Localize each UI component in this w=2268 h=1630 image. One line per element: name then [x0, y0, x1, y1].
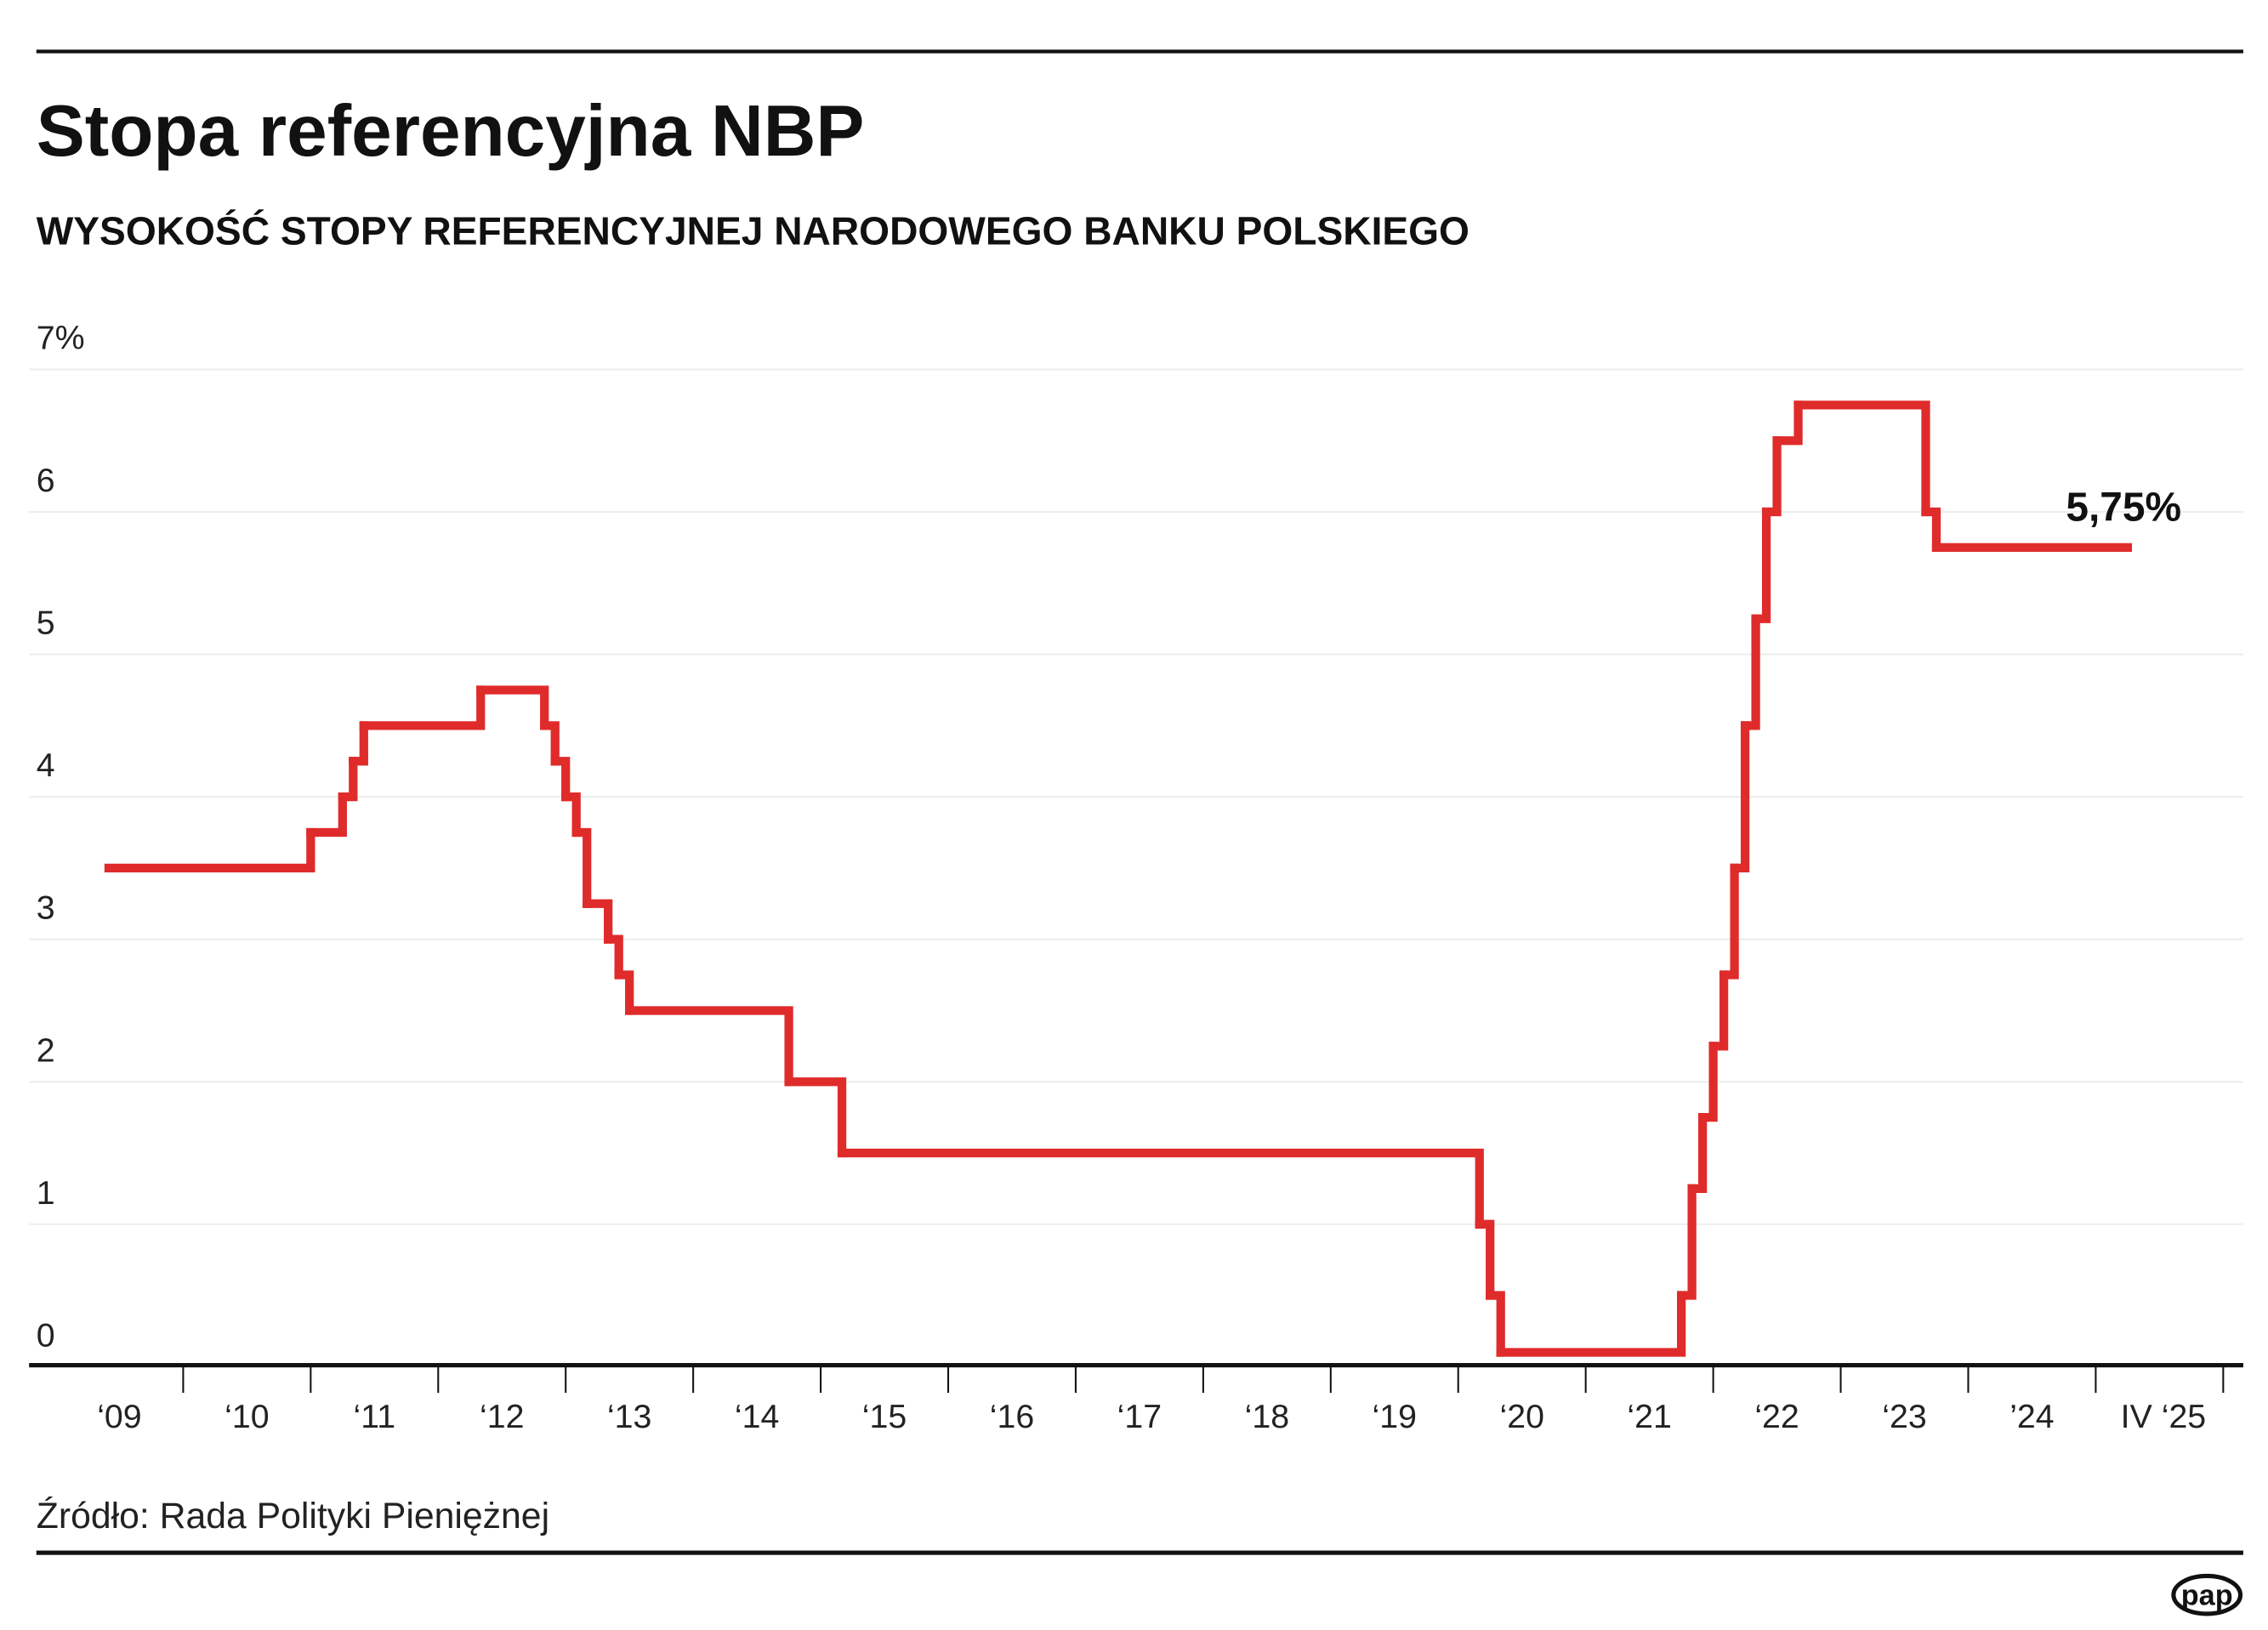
y-axis: 0 1 2 3 4 5 6 7%	[37, 320, 85, 1355]
step-segment	[614, 970, 634, 1015]
step-segment	[1761, 436, 1782, 517]
step-segment	[540, 721, 560, 766]
step-segment	[1921, 507, 1941, 553]
step-segment	[604, 934, 623, 980]
step-segment	[1740, 614, 1760, 730]
y-tick-label: 1	[37, 1174, 55, 1212]
x-axis: ‘09 ‘10 ‘11 ‘12 ‘13 ‘14 ‘15 ‘16 ‘17 ‘18 ‘19 ‘20 ‘21 ‘…	[97, 1366, 2225, 1435]
step-segment	[583, 899, 613, 944]
step-segment	[571, 827, 592, 908]
x-tick-label: ’24	[2009, 1398, 2054, 1435]
step-segment	[476, 685, 549, 730]
step-segment	[359, 685, 486, 730]
x-tick-label: ‘19	[1373, 1398, 1417, 1435]
x-tick-label: ‘22	[1754, 1398, 1799, 1435]
step-segment	[1496, 1291, 1686, 1357]
pap-logo: pap	[2171, 1573, 2243, 1616]
step-segment	[1730, 721, 1750, 873]
x-tick-label: ‘12	[480, 1398, 524, 1435]
step-segment	[1751, 507, 1771, 623]
bottom-rule	[36, 1550, 2243, 1555]
chart-subtitle: WYSOKOŚĆ STOPY REFERENCYJNEJ NARODOWEGO …	[37, 208, 1469, 253]
step-segment	[104, 827, 315, 873]
x-tick-label: IV ‘25	[2121, 1398, 2207, 1435]
x-tick-label: ‘20	[1499, 1398, 1543, 1435]
y-tick-label: 5	[37, 605, 55, 642]
data-series	[104, 400, 2133, 1357]
x-tick-label: ‘15	[862, 1398, 907, 1435]
source-note: Źródło: Rada Polityki Pieniężnej	[37, 1496, 549, 1536]
step-segment	[1486, 1291, 1505, 1357]
top-rule	[36, 49, 2243, 54]
x-tick-label: ‘17	[1117, 1398, 1162, 1435]
step-segment	[1697, 1042, 1718, 1122]
y-tick-label: 4	[37, 747, 55, 784]
pap-logo-text: pap	[2181, 1580, 2233, 1612]
step-segment	[550, 757, 571, 802]
gridlines	[29, 368, 2243, 1225]
step-segment	[349, 721, 368, 766]
y-tick-label: 3	[37, 889, 55, 927]
y-tick-label: 0	[37, 1316, 55, 1354]
x-tick-label: ‘13	[607, 1398, 651, 1435]
x-axis-line	[29, 1363, 2243, 1368]
x-tick-label: ‘11	[354, 1398, 396, 1435]
x-tick-label: ‘09	[97, 1398, 141, 1435]
step-segment	[1708, 970, 1729, 1051]
step-segment	[338, 757, 358, 802]
end-value-label: 5,75%	[2066, 485, 2181, 530]
x-tick-label: ‘16	[990, 1398, 1034, 1435]
step-segment	[1687, 1112, 1708, 1193]
step-segment	[1719, 863, 1739, 980]
step-segment	[1475, 1219, 1495, 1300]
step-segment	[784, 1077, 847, 1158]
y-tick-label: 2	[37, 1031, 55, 1069]
y-tick-label: 7%	[37, 320, 85, 357]
x-tick-label: ‘18	[1245, 1398, 1289, 1435]
chart-title: Stopa referencyjna NBP	[37, 91, 865, 172]
step-segment	[837, 1148, 1484, 1229]
y-tick-label: 6	[37, 462, 55, 499]
x-tick-label: ‘14	[735, 1398, 779, 1435]
step-segment	[625, 1006, 793, 1087]
x-tick-label: ‘10	[225, 1398, 269, 1435]
step-segment	[1772, 400, 1803, 446]
step-segment	[561, 792, 581, 838]
x-tick-label: ‘21	[1627, 1398, 1671, 1435]
step-segment	[1676, 1184, 1697, 1300]
step-segment	[1793, 400, 1930, 517]
x-tick-label: ‘23	[1882, 1398, 1926, 1435]
step-segment	[306, 792, 347, 838]
